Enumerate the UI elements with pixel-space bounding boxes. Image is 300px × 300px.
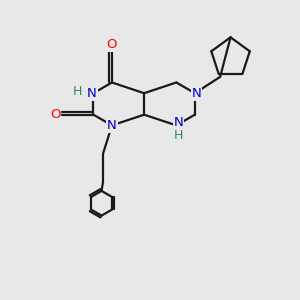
Text: O: O [107, 38, 117, 51]
Text: N: N [191, 87, 201, 100]
Text: O: O [50, 108, 61, 121]
Text: N: N [87, 87, 97, 100]
Text: H: H [174, 129, 183, 142]
Text: H: H [72, 85, 82, 98]
Text: N: N [107, 119, 117, 132]
Text: N: N [174, 116, 184, 129]
